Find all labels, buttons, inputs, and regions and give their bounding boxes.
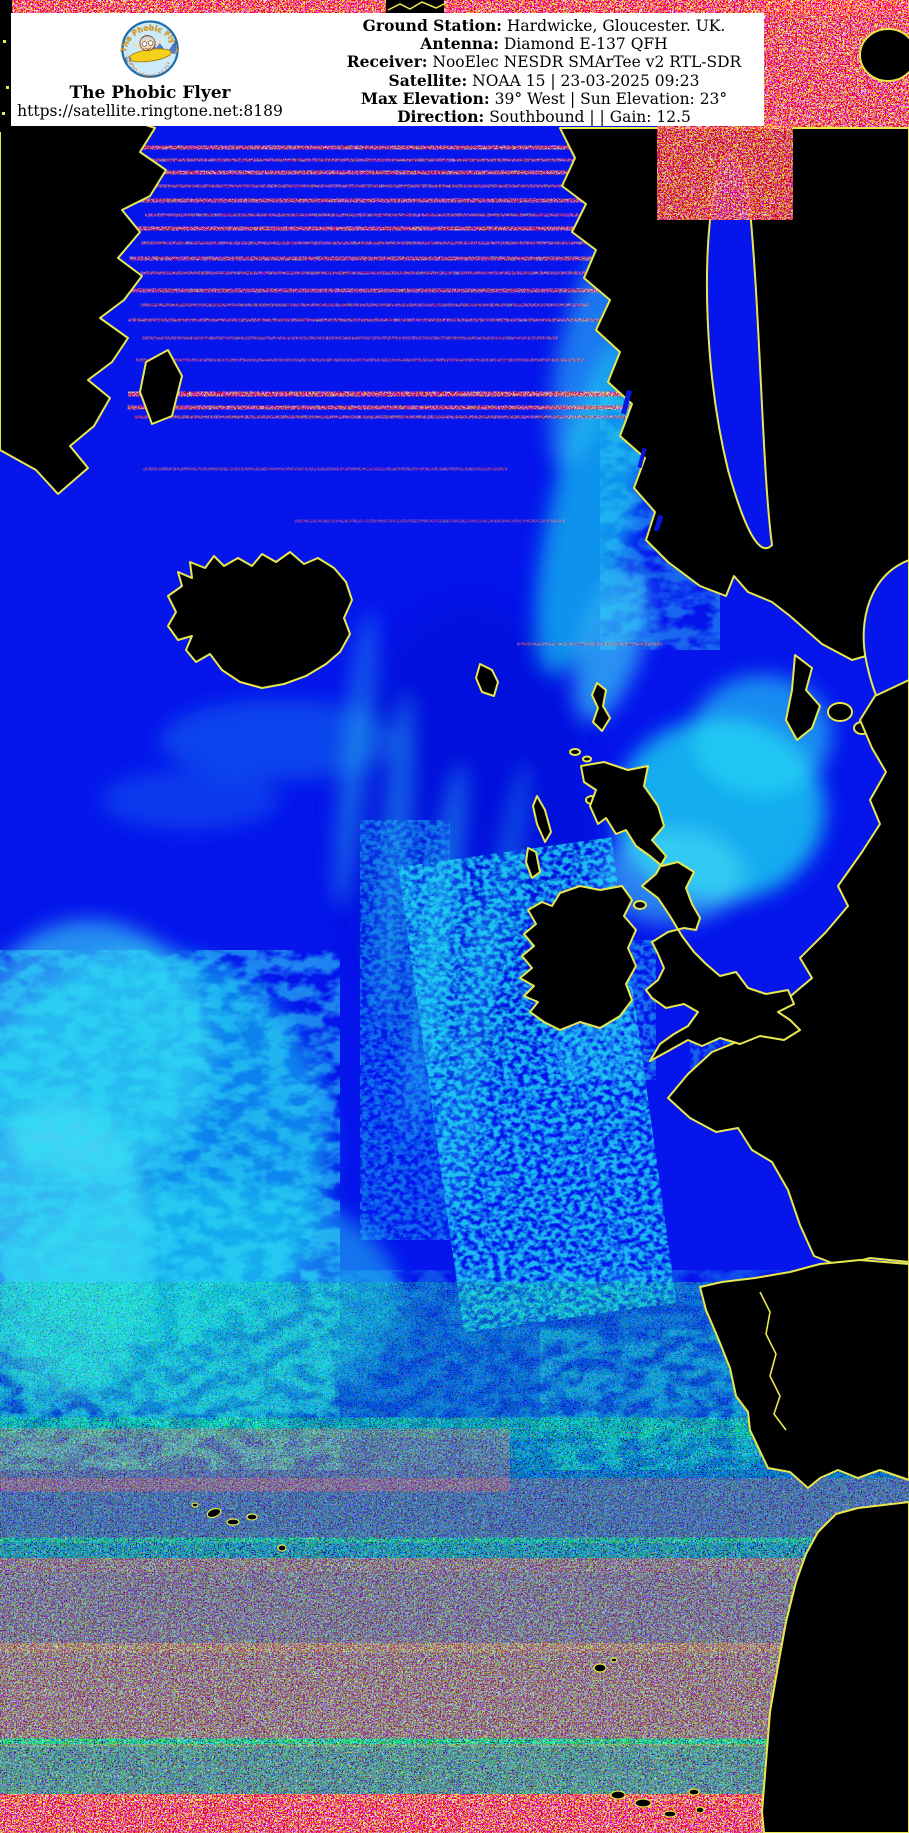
capture-info: Ground Station: Hardwicke, Gloucester. U… [324,13,764,126]
landmass-north-cape [859,28,909,82]
ground-station-label: Ground Station: [362,16,502,35]
north-noise-patch [660,126,790,218]
landmass-orkney-1 [569,748,581,756]
direction-label: Direction: [397,107,485,127]
landmass-shetland [591,682,611,732]
satellite-label: Satellite: [388,70,468,90]
ground-station-value: Hardwicke, Gloucester. UK. [506,17,726,35]
brand-url: https://satellite.ringtone.net:8189 [17,101,283,120]
info-line-ground-station: Ground Station: Hardwicke, Gloucester. U… [324,17,764,35]
landmass-zealand [827,702,853,722]
satellite-value: NOAA 15 | 23-03-2025 09:23 [472,71,700,90]
landmass-north-africa [761,1501,909,1833]
antenna-label: Antenna: [420,34,499,54]
brand-block: The Phobic Flyer WHO LEARNT TO FL [11,13,289,126]
info-line-direction: Direction: Southbound | | Gain: 12.5 [324,108,764,126]
left-edge-strip [0,0,12,132]
landmass-porto-santo [610,1657,618,1663]
phobic-flyer-plane-logo: The Phobic Flyer WHO LEARNT TO FL [119,20,181,79]
landmass-greenland-fjord-isle [139,349,183,425]
landmass-isle-of-man [633,900,647,910]
info-line-satellite: Satellite: NOAA 15 | 23-03-2025 09:23 [324,72,764,90]
max-elevation-value: 39° West | Sun Elevation: 23° [494,89,728,108]
landmass-ireland [519,885,637,1031]
landmass-denmark [785,654,821,741]
top-strip-squiggle [387,1,447,11]
norway-lakes [620,389,664,532]
max-elevation-label: Max Elevation: [360,88,490,108]
info-line-receiver: Receiver: NooElec NESDR SMArTee v2 RTL-S… [324,53,764,71]
landmass-faroe-islands [475,663,499,697]
landmass-azores [191,1502,287,1552]
landmass-great-britain [580,761,801,1062]
direction-value: Southbound | | Gain: 12.5 [489,108,691,127]
brand-name: The Phobic Flyer [69,83,231,103]
landmass-hebrides-south [525,847,541,879]
land-layer [0,28,909,1833]
landmass-madeira [593,1663,607,1673]
landmass-iceland [167,551,353,689]
antenna-value: Diamond E-137 QFH [503,35,668,54]
receiver-value: NooElec NESDR SMArTee v2 RTL-SDR [432,53,742,72]
landmass-orkney-2 [582,755,592,763]
landmass-outer-hebrides [532,795,552,843]
info-line-max-elevation: Max Elevation: 39° West | Sun Elevation:… [324,90,764,108]
top-noise-strip [0,0,909,14]
interference-streaks [140,146,760,645]
header-overlay: The Phobic Flyer WHO LEARNT TO FL [11,13,764,126]
receiver-label: Receiver: [346,52,428,72]
left-edge-specks [2,40,9,115]
landmass-greenland [0,109,167,495]
info-line-antenna: Antenna: Diamond E-137 QFH [324,35,764,53]
border-portugal-spain [759,1291,787,1431]
landmass-iberia [699,1259,909,1489]
landmass-canary-islands [610,1788,705,1818]
